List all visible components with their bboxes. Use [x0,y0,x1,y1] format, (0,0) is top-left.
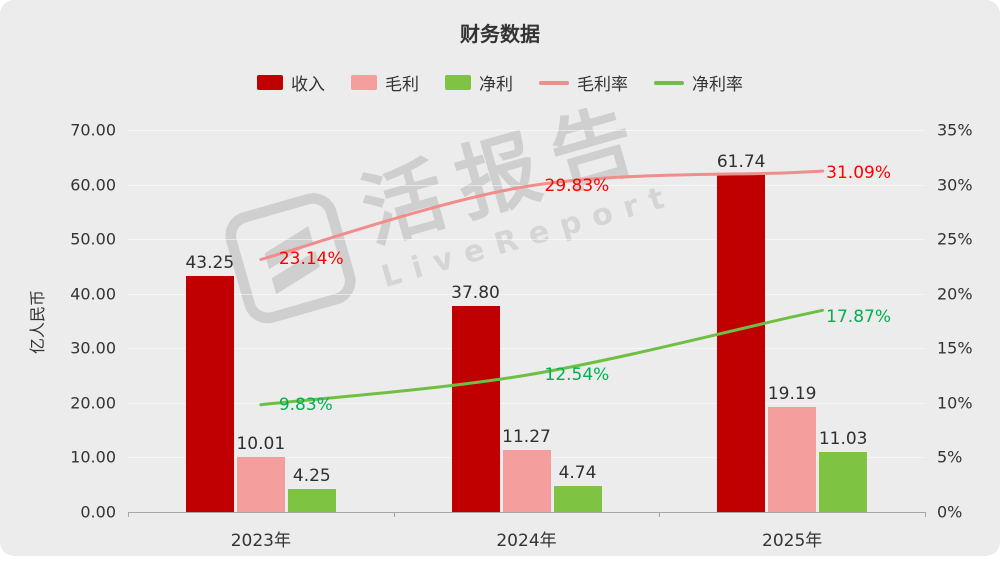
net-profit-value-label: 11.03 [818,428,868,449]
legend-label: 收入 [291,75,325,95]
gridline [128,293,925,295]
legend-label: 净利 [479,75,513,95]
y-axis-tick-label-right: 5% [937,447,963,467]
watermark-content: 活报告 LiveReport [216,89,680,334]
legend-swatch-icon [257,75,283,90]
net-margin-value-label: 17.87% [826,306,891,327]
watermark: 活报告 LiveReport [216,89,680,334]
y-axis-tick-label-right: 15% [937,338,973,358]
watermark-texts: 活报告 LiveReport [352,89,680,295]
x-axis-category-label: 2023年 [230,531,291,551]
y-axis-tick-label-left: 50.00 [70,229,116,249]
legend-swatch-icon [351,75,377,90]
revenue-value-label: 37.80 [451,282,500,303]
chart-card: 财务数据 收入 毛利 净利 毛利率 净利率 亿人民币 活报告 LiveReport 70… [0,0,1000,556]
legend-item-gross-margin[interactable]: 毛利率 [539,70,628,95]
gross-profit-bar[interactable] [236,457,285,512]
net-margin-value-label: 9.83% [278,394,333,415]
gross-margin-value-label: 29.83% [544,176,610,197]
net-margin-value-label: 12.54% [544,365,610,386]
chart-title: 财务数据 [460,22,540,46]
y-axis-tick-label-right: 30% [937,175,973,195]
gridline [128,239,925,241]
x-axis-tick [925,512,926,517]
legend-swatch-icon [445,75,471,90]
y-axis-tick-label-right: 20% [937,284,973,304]
y-axis-tick-label-right: 0% [937,502,963,522]
gridline [128,130,925,131]
y-axis-tick-label-left: 30.00 [70,338,116,358]
net-profit-value-label: 4.25 [292,465,331,486]
gross-profit-value-label: 11.27 [502,427,551,448]
y-axis-tick-label-right: 35% [937,120,973,140]
y-axis-tick-label-left: 10.00 [70,447,116,467]
gross-margin-value-label: 23.14% [278,249,344,270]
legend-line-icon [654,80,684,85]
legend-label: 净利率 [692,75,743,95]
legend-label: 毛利率 [577,75,628,95]
y-axis-tick-label-left: 0.00 [80,502,116,522]
x-axis-category-label: 2024年 [496,531,557,551]
legend-item-gross-profit[interactable]: 毛利 [351,70,419,95]
net-profit-bar[interactable] [819,451,868,512]
gross-profit-value-label: 10.01 [236,434,286,455]
y-axis-tick-label-left: 60.00 [70,175,116,195]
revenue-value-label: 43.25 [185,252,235,273]
x-axis-tick [393,512,395,517]
legend: 收入 毛利 净利 毛利率 净利率 [0,70,1000,95]
y-axis-tick-label-right: 25% [937,229,973,249]
legend-item-revenue[interactable]: 收入 [257,70,325,95]
gridline [128,348,925,350]
gross-profit-value-label: 19.19 [767,384,817,405]
legend-label: 毛利 [385,75,419,95]
x-axis-category-label: 2025年 [762,531,823,551]
gross-profit-bar[interactable] [768,407,817,512]
x-axis-tick [659,512,661,517]
revenue-value-label: 61.74 [716,152,766,173]
y-axis-tick-label-left: 70.00 [70,120,116,140]
gross-profit-bar[interactable] [502,450,551,512]
x-axis-line [128,512,925,513]
y-axis-tick-label-left: 20.00 [70,393,116,413]
revenue-bar[interactable] [185,275,234,512]
y-axis-tick-label-right: 10% [937,393,973,413]
net-profit-value-label: 4.74 [558,463,597,484]
x-axis-tick [128,512,129,517]
net-profit-bar[interactable] [553,486,602,512]
legend-line-icon [539,80,569,85]
y-axis-tick-label-left: 40.00 [70,284,116,304]
legend-item-net-profit[interactable]: 净利 [445,70,513,95]
net-profit-bar[interactable] [287,488,336,512]
gross-margin-value-label: 31.09% [826,162,891,183]
revenue-bar[interactable] [451,305,500,512]
gridline [128,184,925,186]
revenue-bar[interactable] [717,175,766,512]
legend-item-net-margin[interactable]: 净利率 [654,70,743,95]
